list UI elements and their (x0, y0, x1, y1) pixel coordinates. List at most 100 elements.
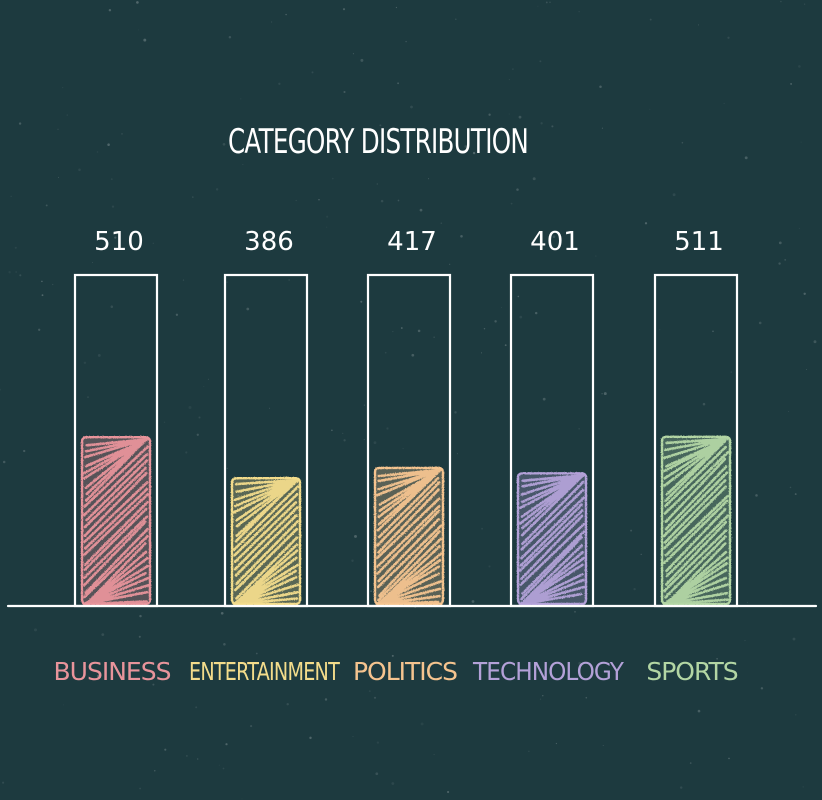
tick-label: SPORTS (646, 657, 737, 686)
bar-group-politics (366, 273, 452, 608)
chalk-speck (326, 215, 329, 218)
chalk-speck (197, 758, 199, 760)
chalk-speck (417, 329, 421, 333)
chalk-speck (222, 142, 226, 146)
chalk-speck (368, 690, 371, 692)
chalk-speck (519, 315, 523, 319)
chalk-speck (730, 371, 733, 373)
chalk-speck (545, 1, 548, 4)
chalk-speck (433, 336, 435, 338)
chalk-speck (534, 311, 538, 315)
chalk-speck (373, 696, 377, 699)
chalk-speck (163, 421, 166, 423)
chalk-speck (57, 176, 60, 178)
chalk-speck (758, 321, 762, 325)
chalk-speck (542, 397, 546, 401)
bar-group-business (73, 273, 159, 608)
chalk-speck (601, 393, 603, 395)
chalk-speck (440, 663, 443, 666)
chalk-speck (45, 204, 48, 207)
chalk-speck (15, 271, 17, 273)
chalk-speck (760, 687, 764, 690)
chalk-speck (41, 294, 44, 297)
bar-group-sports (653, 273, 739, 608)
chalk-speck (242, 163, 244, 165)
chalk-speck (410, 105, 413, 109)
chalk-speck (649, 18, 652, 21)
chalk-speck (681, 141, 684, 144)
chalk-speck (630, 529, 633, 532)
chalk-speck (542, 695, 544, 697)
bars-layer: 510 386 417 401 511 (73, 227, 739, 608)
chalk-speck (405, 40, 407, 43)
chalk-speck (96, 674, 100, 678)
chalk-speck (501, 306, 503, 308)
chalk-speck (411, 353, 415, 357)
category-labels: BUSINESS ENTERTAINMENT POLITICS TECHNOLOGY S… (54, 657, 739, 686)
data-label: 417 (387, 227, 437, 257)
chalk-speck (397, 199, 400, 202)
chalk-speck (359, 669, 362, 672)
chalk-speck (19, 274, 22, 277)
chalk-speck (803, 292, 806, 295)
chalk-speck (392, 331, 394, 333)
chalk-speck (428, 178, 430, 180)
chalk-speck (185, 451, 188, 454)
chalk-speck (746, 602, 748, 604)
chalk-speck (532, 177, 536, 181)
chalk-speck (215, 188, 219, 191)
chalk-speck (697, 709, 701, 713)
chalk-speck (433, 754, 435, 755)
chalk-speck (481, 527, 484, 530)
chalk-speck (2, 460, 6, 464)
chalk-speck (574, 610, 576, 613)
chalk-speck (255, 652, 258, 655)
chalk-speck (342, 432, 344, 435)
chalk-speck (528, 750, 530, 752)
chalk-speck (152, 242, 154, 244)
data-label: 511 (674, 227, 724, 257)
chalk-speck (755, 494, 758, 497)
chalk-speck (440, 222, 443, 224)
chalk-speck (14, 246, 17, 249)
chalk-speck (225, 743, 228, 746)
chalk-speck (107, 143, 110, 146)
chalk-speck (375, 772, 379, 776)
chalk-speck (138, 635, 141, 638)
chalk-speck (97, 353, 101, 357)
chalk-speck (191, 196, 194, 198)
chalk-speck (343, 90, 346, 94)
chalk-speck (806, 369, 807, 371)
chalk-speck (226, 281, 228, 283)
chalk-speck (494, 320, 497, 323)
chalk-speck (734, 454, 736, 456)
chalk-speck (455, 18, 457, 21)
tick-label: POLITICS (353, 657, 457, 686)
chalk-speck (549, 1, 551, 3)
chalk-speck (578, 428, 580, 430)
chalk-speck (679, 786, 683, 789)
chalk-speck (794, 493, 797, 496)
chalk-speck (0, 388, 1, 391)
data-label: 510 (94, 227, 144, 257)
chalk-speck (483, 327, 486, 330)
chalk-speck (585, 696, 588, 699)
chalk-speck (8, 271, 11, 274)
chalk-speck (672, 193, 676, 197)
chalk-speck (512, 68, 514, 70)
chalk-speck (311, 71, 314, 74)
chalk-speck (331, 429, 333, 432)
chalk-speck (595, 255, 597, 257)
chalk-speck (731, 536, 733, 539)
data-label: 401 (530, 227, 580, 257)
bar (230, 477, 302, 606)
chalk-speck (34, 628, 37, 632)
chalk-speck (223, 643, 226, 646)
chalk-speck (285, 13, 287, 16)
chalk-speck (182, 279, 185, 281)
chalk-speck (508, 79, 510, 81)
chalk-speck (555, 742, 558, 745)
chalk-speck (121, 133, 123, 135)
data-label: 386 (244, 227, 294, 257)
chalk-speck (420, 722, 424, 726)
